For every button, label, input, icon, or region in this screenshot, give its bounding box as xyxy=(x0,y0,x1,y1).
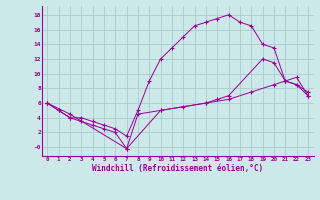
X-axis label: Windchill (Refroidissement éolien,°C): Windchill (Refroidissement éolien,°C) xyxy=(92,164,263,173)
